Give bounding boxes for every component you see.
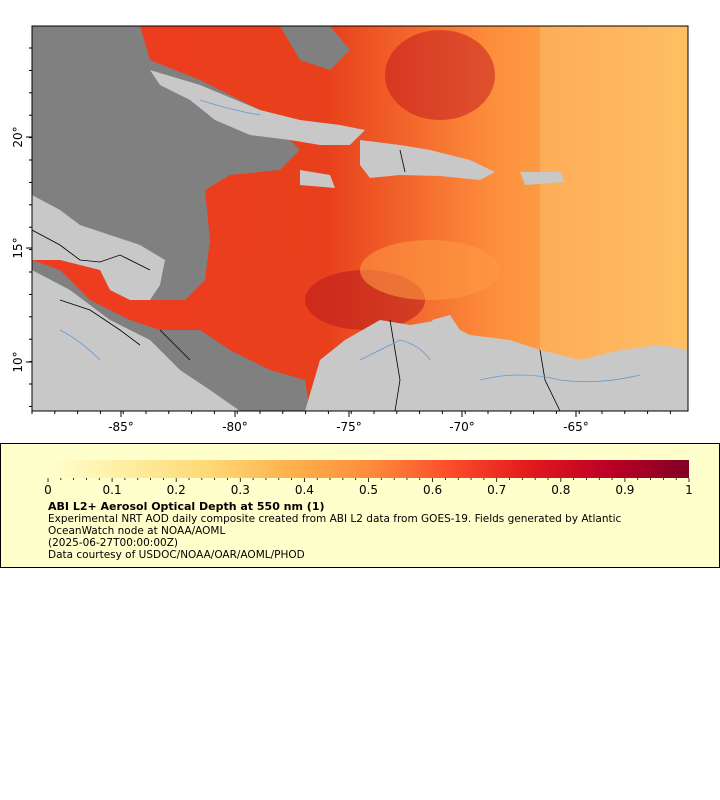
aod-map: -85° -80° -75° -70° -65° 20° 15° 10° xyxy=(11,25,689,434)
legend-credit: Data courtesy of USDOC/NOAA/OAR/AOML/PHO… xyxy=(48,549,305,561)
colorbar-labels: 0 0.1 0.2 0.3 0.4 0.5 0.6 0.7 0.8 0.9 1 xyxy=(44,483,693,497)
colorbar-tick-label: 0.1 xyxy=(103,483,122,497)
map-frame-border xyxy=(31,25,689,412)
legend-title: ABI L2+ Aerosol Optical Depth at 550 nm … xyxy=(48,500,325,513)
map-plot-area xyxy=(32,26,688,411)
colorbar-tick-label: 0.5 xyxy=(359,483,378,497)
axis-ticks xyxy=(26,47,671,417)
map-panel: -85° -80° -75° -70° -65° 20° 15° 10° xyxy=(11,25,689,434)
colorbar-tick-label: 0.8 xyxy=(551,483,570,497)
land-hispaniola xyxy=(360,140,495,180)
colorbar-tick-label: 0.4 xyxy=(295,483,314,497)
colorbar-tick-label: 0.3 xyxy=(231,483,250,497)
land-central-america xyxy=(32,270,240,411)
legend-panel: 0 0.1 0.2 0.3 0.4 0.5 0.6 0.7 0.8 0.9 1 ABI L2+ Ae… xyxy=(0,443,720,568)
rivers xyxy=(59,99,641,383)
land-puerto-rico xyxy=(520,172,565,185)
colorbar-tick-label: 0.2 xyxy=(167,483,186,497)
land-cuba xyxy=(150,70,365,145)
aod-mid-patch xyxy=(360,240,500,300)
x-tick-label: -85° xyxy=(108,420,134,434)
legend-date: (2025-06-27T00:00:00Z) xyxy=(48,537,178,549)
colorbar-minor-ticks xyxy=(47,478,690,482)
y-tick-label: 15° xyxy=(11,237,25,258)
colorbar-tick-label: 0.6 xyxy=(423,483,442,497)
y-tick-label: 10° xyxy=(11,351,25,372)
y-tick-label: 20° xyxy=(11,126,25,147)
colorbar: 0 0.1 0.2 0.3 0.4 0.5 0.6 0.7 0.8 0.9 1 xyxy=(44,460,693,497)
x-tick-label: -70° xyxy=(449,420,475,434)
land-south-america xyxy=(305,320,688,411)
colorbar-tick-label: 0 xyxy=(44,483,52,497)
land-jamaica xyxy=(300,170,335,188)
aod-high-patch-north xyxy=(385,30,495,120)
country-borders xyxy=(32,149,561,411)
legend-description: Experimental NRT AOD daily composite cre… xyxy=(48,513,622,537)
land-central-america-north xyxy=(32,195,165,300)
colorbar-fill xyxy=(48,460,689,478)
land-aruba-curacao xyxy=(432,315,460,335)
axis-labels: -85° -80° -75° -70° -65° 20° 15° 10° xyxy=(11,126,589,434)
colorbar-tick-label: 0.9 xyxy=(615,483,634,497)
x-tick-label: -80° xyxy=(222,420,248,434)
no-data-north xyxy=(280,26,350,70)
x-tick-label: -75° xyxy=(336,420,362,434)
x-tick-label: -65° xyxy=(563,420,589,434)
colorbar-tick-label: 1 xyxy=(685,483,693,497)
colorbar-tick-label: 0.7 xyxy=(487,483,506,497)
